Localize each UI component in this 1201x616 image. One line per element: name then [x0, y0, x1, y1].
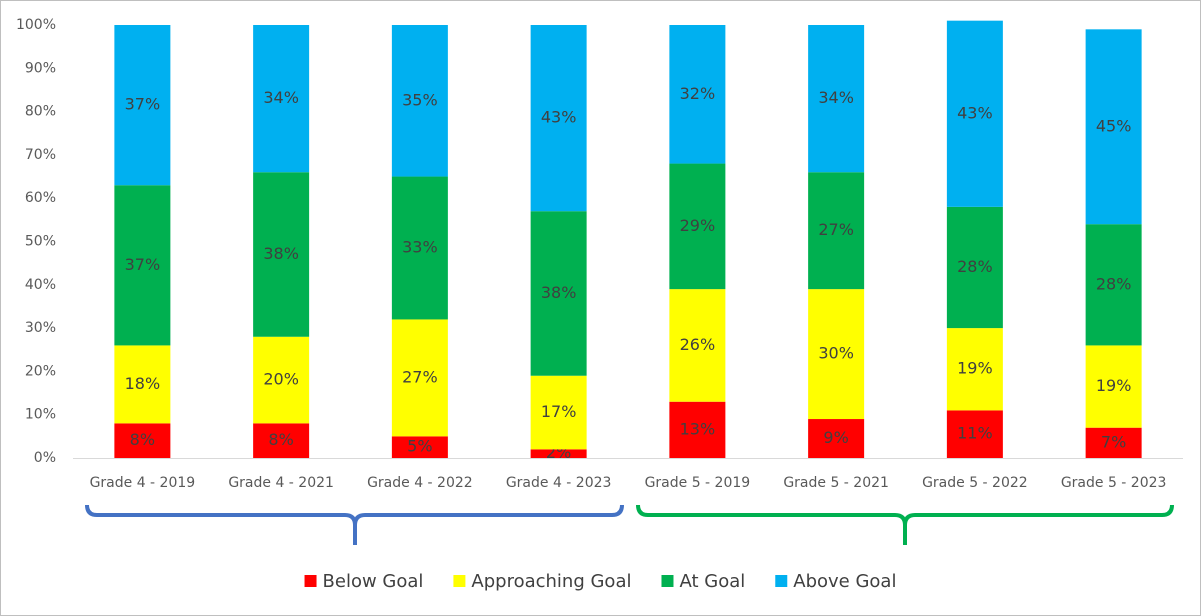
bar-segment: [114, 25, 171, 186]
data-label: 8%: [130, 430, 155, 449]
data-label: 35%: [402, 90, 438, 109]
data-label: 11%: [957, 424, 993, 443]
y-tick-label: 0%: [34, 450, 56, 466]
bar-segment: [808, 25, 865, 173]
data-label: 27%: [402, 367, 438, 386]
data-label: 13%: [680, 419, 716, 438]
data-label: 45%: [1096, 116, 1132, 135]
data-label: 17%: [541, 402, 577, 421]
data-label: 8%: [268, 430, 293, 449]
bar-segment: [1085, 224, 1142, 346]
data-label: 28%: [957, 257, 993, 276]
bar-segment: [114, 185, 171, 346]
bar-segment: [253, 423, 310, 458]
bar-segment: [530, 211, 587, 376]
bar-segment: [530, 449, 587, 458]
bar-segment: [391, 176, 448, 320]
legend-label: At Goal: [679, 571, 745, 592]
legend-swatch: [661, 575, 674, 587]
bar-segment: [669, 163, 726, 290]
x-tick-label: Grade 4 - 2022: [367, 475, 473, 491]
y-tick-label: 60%: [25, 190, 56, 206]
bar-segment: [114, 423, 171, 458]
bar-segment: [808, 419, 865, 458]
legend-label: Below Goal: [323, 571, 424, 592]
data-label: 9%: [823, 428, 848, 447]
legend-swatch: [775, 575, 788, 587]
y-tick-label: 10%: [25, 407, 56, 423]
y-tick-label: 90%: [25, 60, 56, 76]
data-label: 38%: [263, 244, 299, 263]
bar-segment: [253, 25, 310, 173]
bar-segment: [669, 401, 726, 458]
group-brace: [85, 504, 624, 545]
group-brace: [636, 504, 1174, 545]
bar-segment: [946, 20, 1003, 207]
y-tick-label: 30%: [25, 320, 56, 336]
bar-segment: [253, 336, 310, 424]
y-tick-label: 70%: [25, 147, 56, 163]
bar-segment: [808, 172, 865, 290]
data-label: 29%: [680, 216, 716, 235]
data-label: 5%: [407, 437, 432, 456]
bar-segment: [808, 289, 865, 420]
legend-swatch: [304, 575, 317, 587]
x-tick-label: Grade 4 - 2021: [228, 475, 334, 491]
data-label: 32%: [680, 84, 716, 103]
x-tick-label: Grade 5 - 2021: [783, 475, 889, 491]
data-label: 34%: [818, 88, 854, 107]
data-label: 30%: [818, 344, 854, 363]
data-label: 37%: [125, 255, 161, 274]
data-label: 33%: [402, 237, 438, 256]
bar-segment: [530, 25, 587, 212]
data-label: 34%: [263, 88, 299, 107]
bar-segment: [114, 345, 171, 424]
y-tick-label: 20%: [25, 363, 56, 379]
data-label: 19%: [1096, 376, 1132, 395]
data-label: 18%: [125, 374, 161, 393]
bar-segment: [946, 410, 1003, 458]
x-tick-label: Grade 5 - 2019: [645, 475, 751, 491]
x-tick-label: Grade 5 - 2022: [922, 475, 1028, 491]
bar-segment: [669, 25, 726, 164]
bar-segment: [391, 319, 448, 437]
data-label: 28%: [1096, 274, 1132, 293]
data-label: 7%: [1101, 432, 1126, 451]
data-label: 43%: [541, 108, 577, 127]
data-label: 27%: [818, 220, 854, 239]
bar-segment: [253, 172, 310, 337]
y-tick-label: 80%: [25, 104, 56, 120]
y-tick-label: 40%: [25, 277, 56, 293]
bar-segment: [391, 436, 448, 458]
bar-segment: [1085, 29, 1142, 225]
legend-swatch: [453, 575, 466, 587]
data-label: 43%: [957, 103, 993, 122]
data-label: 19%: [957, 359, 993, 378]
data-label: 20%: [263, 370, 299, 389]
data-label: 38%: [541, 283, 577, 302]
bar-segment: [946, 328, 1003, 411]
x-tick-label: Grade 4 - 2023: [506, 475, 612, 491]
bar-segment: [1085, 345, 1142, 428]
bar-segment: [946, 206, 1003, 329]
x-tick-label: Grade 5 - 2023: [1061, 475, 1167, 491]
y-tick-label: 100%: [16, 17, 56, 33]
bar-segment: [391, 25, 448, 177]
y-tick-label: 50%: [25, 234, 56, 250]
bar-segment: [1085, 427, 1142, 458]
data-label: 26%: [680, 335, 716, 354]
x-tick-label: Grade 4 - 2019: [90, 475, 196, 491]
legend-label: Approaching Goal: [471, 571, 631, 592]
bar-segment: [530, 375, 587, 450]
data-label: 37%: [125, 95, 161, 114]
legend-label: Above Goal: [793, 571, 896, 592]
bar-segment: [669, 289, 726, 402]
